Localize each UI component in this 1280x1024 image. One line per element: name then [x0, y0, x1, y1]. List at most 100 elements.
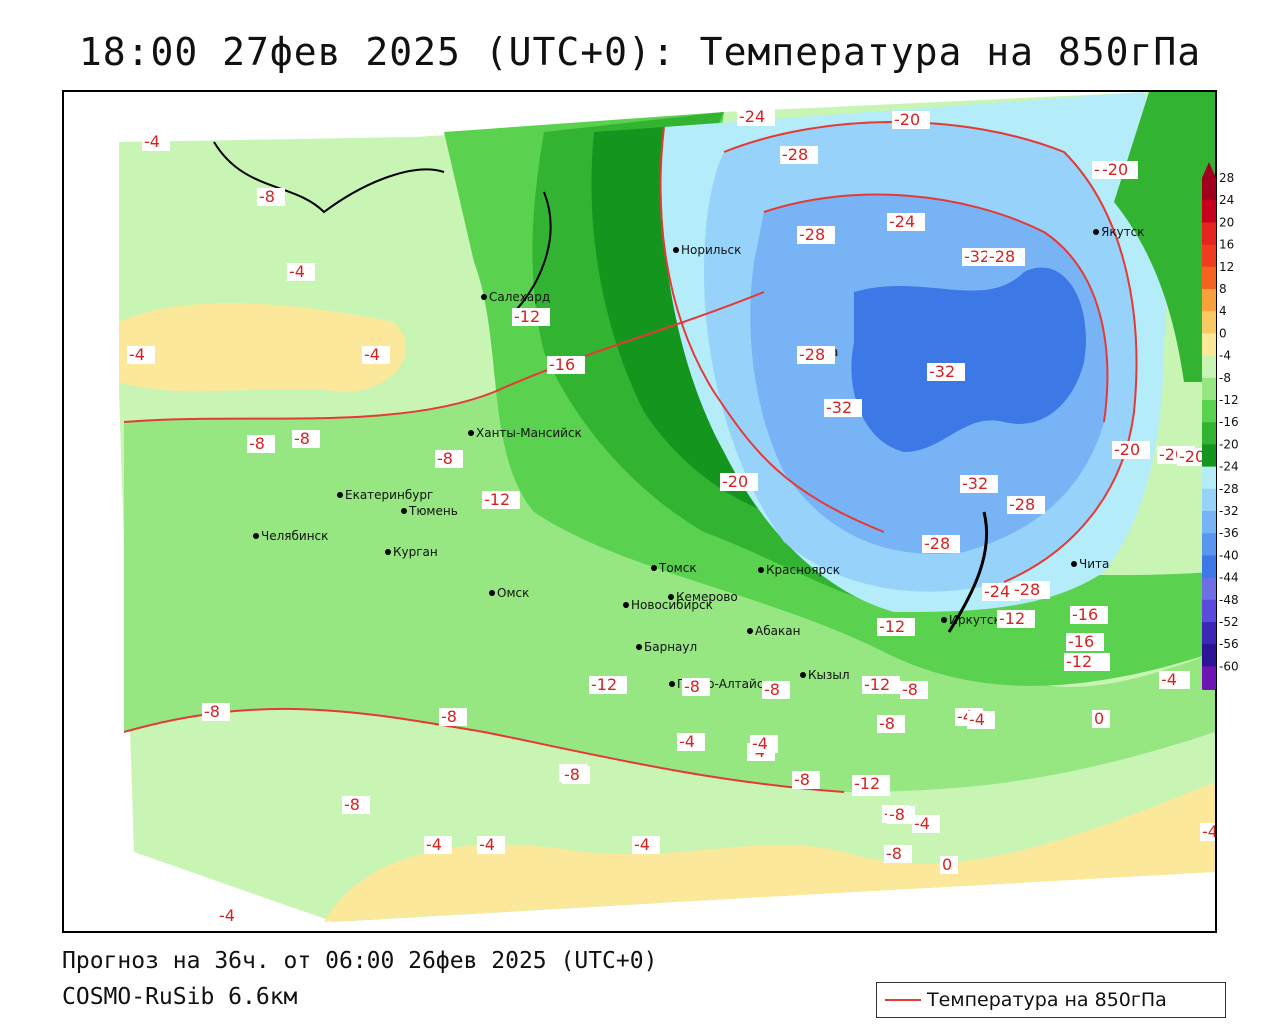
legend: Температура на 850гПа — [876, 982, 1226, 1018]
colorbar: 28 24 20 16 12 8 4 0 -4 -8 -12 -16 -20 -24 -28 -32 -36 -4… — [1202, 162, 1239, 690]
colorbar-swatch — [1202, 555, 1216, 579]
isotherm-label-bg — [780, 146, 818, 164]
colorbar-tick-label: -28 — [1219, 482, 1239, 496]
colorbar-tick-label: -16 — [1219, 415, 1239, 429]
isotherm-label: -12 — [999, 609, 1025, 628]
colorbar-swatch — [1202, 200, 1216, 223]
isotherm-label: -4 — [634, 835, 650, 854]
isotherm-line — [659, 126, 885, 533]
isotherm-label-bg — [632, 836, 660, 854]
colorbar-tick-label: -60 — [1219, 659, 1239, 673]
isotherm-label: -4 — [426, 835, 442, 854]
zone-minus-16-northeast — [1114, 92, 1215, 382]
colorbar-swatch — [1202, 311, 1216, 334]
model-info: COSMO-RuSib 6.6км — [62, 984, 298, 1010]
colorbar-swatch — [1202, 577, 1216, 601]
isotherm-label: -32 — [964, 247, 990, 266]
colorbar-tick-label: -40 — [1219, 548, 1239, 562]
warm-zone-south — [324, 782, 1215, 922]
isotherm-label: -8 — [684, 677, 700, 696]
city-label: Салехард — [489, 290, 550, 304]
colorbar-swatch — [1202, 444, 1216, 468]
city-label: Норильск — [681, 243, 741, 257]
forecast-info: Прогноз на 36ч. от 06:00 26фев 2025 (UTC… — [62, 948, 658, 974]
isotherm-label: -20 — [1179, 447, 1205, 466]
isotherm-label: -4 — [1202, 822, 1215, 841]
isotherm-label-bg — [1064, 653, 1102, 671]
isotherm-label: -8 — [441, 707, 457, 726]
map-title: 18:00 27фев 2025 (UTC+0): Температура на… — [78, 30, 1202, 74]
isotherm-label-bg — [217, 907, 245, 925]
isotherm-label: -24 — [739, 107, 765, 126]
city-label: Челябинск — [261, 529, 328, 543]
colorbar-tick-label: -36 — [1219, 526, 1239, 540]
isotherm-label-bg — [512, 308, 550, 326]
colorbar-swatch — [1202, 222, 1216, 246]
isotherm-label-bg — [824, 399, 862, 417]
city-label: Якутск — [1101, 225, 1145, 239]
colorbar-tick-label: 12 — [1219, 260, 1234, 274]
isotherm-label-bg — [1092, 710, 1110, 728]
isotherm-label-bg — [1159, 671, 1187, 689]
colorbar-tick-label: -8 — [1219, 371, 1231, 385]
city-dot — [489, 590, 495, 596]
colorbar-swatch — [1202, 355, 1216, 379]
city-dot — [800, 672, 806, 678]
colorbar-swatch — [1202, 622, 1216, 645]
isotherm-label-bg — [940, 856, 958, 874]
colorbar-tick-label: -48 — [1219, 593, 1239, 607]
isotherm-label-bg — [589, 676, 627, 694]
city-label: Омск — [497, 586, 529, 600]
colorbar-tick-label: -24 — [1219, 460, 1239, 474]
isotherm-label: 0 — [942, 855, 952, 874]
isotherm-label: -28 — [989, 247, 1015, 266]
colorbar-swatch — [1202, 266, 1216, 290]
isotherm-label-bg — [887, 806, 915, 824]
colorbar-swatch — [1202, 466, 1216, 490]
isotherm-label: -12 — [1066, 652, 1092, 671]
isotherm-label-bg — [927, 363, 965, 381]
city-dot — [253, 533, 259, 539]
city-label: Курган — [393, 545, 438, 559]
isotherm-line — [763, 193, 1109, 423]
isotherm-label: -28 — [799, 225, 825, 244]
isotherm-label-bg — [792, 771, 820, 789]
isotherm-label-bg — [922, 535, 960, 553]
isotherm-label-bg — [1066, 633, 1104, 651]
isotherm-label-bg — [547, 356, 585, 374]
isotherm-label: -8 — [889, 805, 905, 824]
isotherm-label: -24 — [984, 582, 1010, 601]
isotherm-label: -8 — [764, 680, 780, 699]
isotherm-label: -12 — [514, 307, 540, 326]
legend-line-swatch — [885, 999, 921, 1001]
isotherm-label-bg — [960, 475, 998, 493]
isotherm-label-bg — [287, 263, 315, 281]
city-label: Новосибирск — [631, 598, 713, 612]
colorbar-tick-label: -4 — [1219, 349, 1231, 363]
city-label: Томск — [658, 561, 697, 575]
isotherm-label: -20 — [1102, 160, 1128, 179]
isotherm-label: -12 — [484, 490, 510, 509]
isotherm-label-bg — [877, 618, 915, 636]
isotherm-label: -4 — [129, 345, 145, 364]
colorbar-swatch — [1202, 644, 1216, 667]
isotherm-label: -8 — [259, 187, 275, 206]
colorbar-tick-label: 0 — [1219, 326, 1227, 340]
isotherm-label: -12 — [591, 675, 617, 694]
isotherm-label: -4 — [969, 710, 985, 729]
isotherm-label-bg — [797, 346, 835, 364]
isotherm-label-bg — [762, 681, 790, 699]
isotherm-label: -4 — [289, 262, 305, 281]
city-dot — [623, 602, 629, 608]
isotherm-label: -8 — [886, 844, 902, 863]
isotherm-label-bg — [750, 735, 778, 753]
isotherm-label-bg — [1007, 496, 1045, 514]
city-dot — [1093, 229, 1099, 235]
isotherm-label-bg — [884, 845, 912, 863]
isotherm-label-bg — [292, 430, 320, 448]
isotherm-label: -20 — [1114, 440, 1140, 459]
city-dot — [481, 294, 487, 300]
isotherm-label: -4 — [679, 732, 695, 751]
isotherm-label: -32 — [929, 362, 955, 381]
zone-minus-20-north — [591, 127, 804, 522]
